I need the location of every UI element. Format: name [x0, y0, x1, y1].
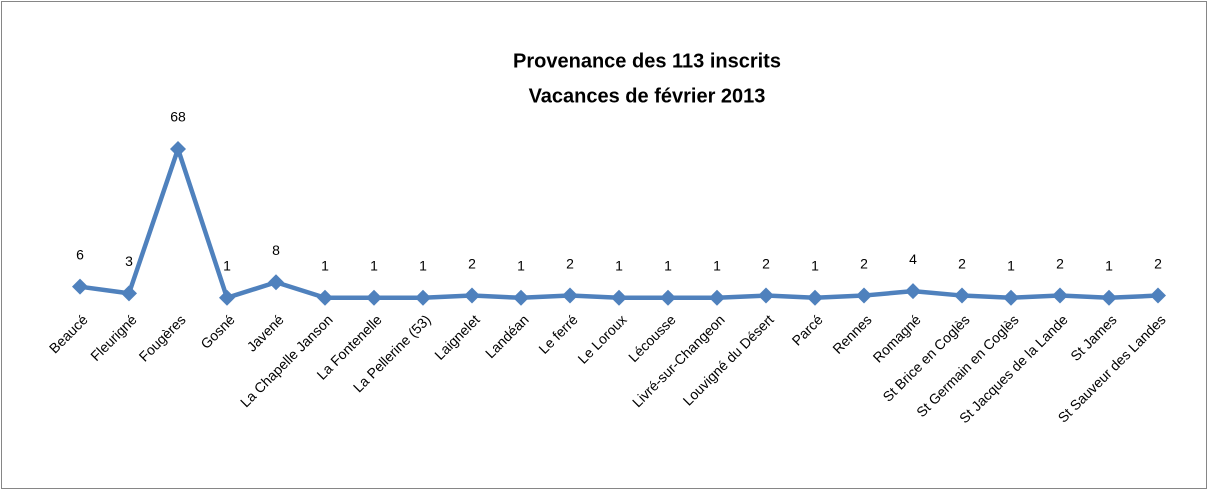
marker [660, 289, 676, 306]
data-label: 1 [321, 257, 329, 273]
marker [1052, 287, 1068, 304]
data-label: 2 [860, 255, 868, 271]
data-label: 1 [1105, 257, 1113, 273]
marker [513, 289, 529, 306]
data-label: 1 [811, 257, 819, 273]
chart-title: Provenance des 113 inscrits [513, 50, 781, 72]
marker [464, 287, 480, 304]
data-label: 1 [1007, 257, 1015, 273]
data-label: 2 [1154, 255, 1162, 271]
marker [1003, 289, 1019, 306]
data-label: 3 [125, 253, 133, 269]
marker [905, 283, 921, 300]
marker [170, 141, 186, 157]
data-label: 2 [566, 255, 574, 271]
data-label: 68 [170, 109, 186, 125]
marker [954, 287, 970, 304]
data-label: 1 [517, 257, 525, 273]
data-label: 8 [272, 242, 280, 258]
chart-subtitle: Vacances de février 2013 [529, 85, 766, 107]
data-label: 4 [909, 251, 917, 267]
data-label: 1 [419, 257, 427, 273]
marker [1101, 289, 1117, 306]
marker [562, 287, 578, 304]
marker [856, 287, 872, 304]
marker [709, 289, 725, 306]
marker [415, 289, 431, 306]
marker [72, 278, 88, 295]
data-label: 1 [664, 257, 672, 273]
marker [366, 289, 382, 306]
data-label: 1 [615, 257, 623, 273]
data-label: 6 [76, 246, 84, 262]
marker [219, 289, 235, 306]
marker [807, 289, 823, 306]
marker [268, 274, 284, 291]
data-label: 1 [223, 257, 231, 273]
marker [758, 287, 774, 304]
marker [121, 285, 137, 302]
marker [1150, 287, 1166, 304]
data-label: 2 [1056, 255, 1064, 271]
marker [317, 289, 333, 306]
data-label: 2 [958, 255, 966, 271]
data-label: 1 [370, 257, 378, 273]
data-label: 2 [762, 255, 770, 271]
data-label: 2 [468, 255, 476, 271]
marker [611, 289, 627, 306]
data-label: 1 [713, 257, 721, 273]
